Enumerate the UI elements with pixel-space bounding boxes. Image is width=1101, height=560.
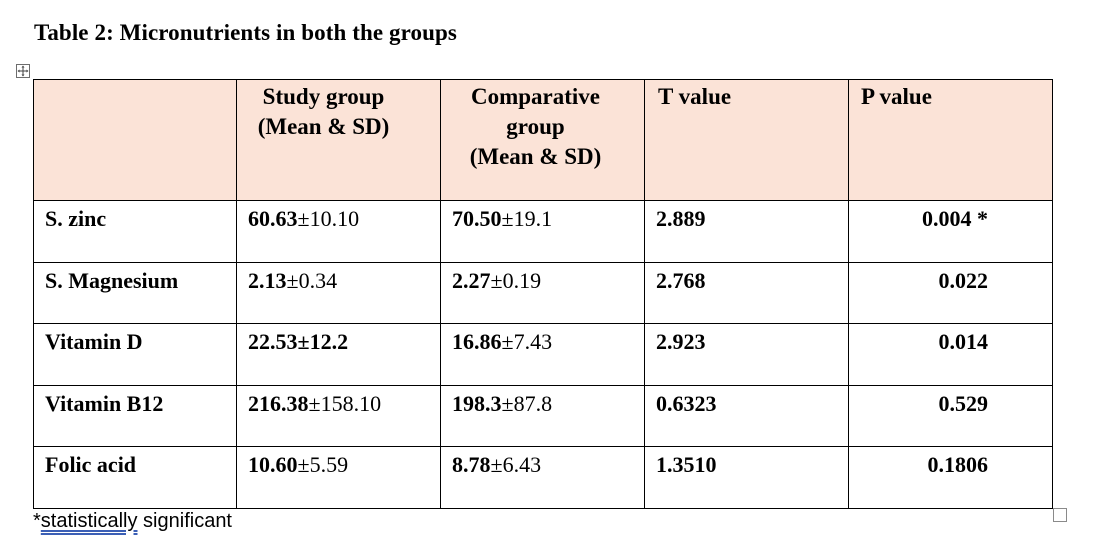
micronutrients-table: Study group (Mean & SD) Comparative grou… — [33, 79, 1053, 509]
table-resize-handle-icon[interactable] — [1053, 508, 1067, 522]
t-value: 0.6323 — [656, 390, 717, 416]
header-cell-empty[interactable] — [33, 79, 237, 201]
row-label: S. zinc — [45, 206, 107, 231]
header-line: P value — [861, 84, 932, 109]
header-line: Comparative — [470, 84, 601, 109]
header-cell-t-value[interactable]: T value — [644, 79, 849, 201]
table-header-row: Study group (Mean & SD) Comparative grou… — [33, 79, 1053, 201]
study-mean: 10.60 — [248, 452, 298, 477]
study-group-cell[interactable]: 2.13±0.34 — [236, 261, 441, 324]
header-line: group — [506, 114, 565, 139]
comp-sd: ±87.8 — [501, 390, 553, 416]
table-row: Folic acid 10.60±5.59 8.78±6.43 1.3510 0… — [33, 446, 1053, 509]
footnote-text: significant — [137, 510, 232, 532]
p-value-cell[interactable]: 0.004 * — [848, 200, 1053, 263]
comp-sd: ±19.1 — [501, 206, 553, 231]
table-row: S. Magnesium 2.13±0.34 2.27±0.19 2.768 0… — [33, 261, 1053, 324]
comp-mean: 198.3 — [452, 390, 502, 416]
comparative-group-cell[interactable]: 2.27±0.19 — [440, 261, 645, 324]
study-sd: ±12.2 — [297, 329, 349, 354]
header-line: (Mean & SD) — [257, 114, 390, 139]
row-label-cell[interactable]: Vitamin D — [33, 323, 237, 386]
header-cell-comparative-group[interactable]: Comparative group (Mean & SD) — [440, 79, 645, 201]
comp-mean: 2.27 — [452, 267, 491, 293]
header-cell-p-value[interactable]: P value — [848, 79, 1053, 201]
header-line: (Mean & SD) — [469, 144, 602, 169]
comp-mean: 70.50 — [452, 206, 502, 231]
p-value-cell[interactable]: 0.022 — [848, 261, 1053, 324]
header-line: T value — [658, 84, 732, 109]
t-value-cell[interactable]: 1.3510 — [644, 446, 849, 509]
comparative-group-cell[interactable]: 16.86±7.43 — [440, 323, 645, 386]
t-value-cell[interactable]: 2.923 — [644, 323, 849, 386]
p-value: 0.1806 — [927, 452, 989, 477]
study-group-cell[interactable]: 216.38±158.10 — [236, 384, 441, 447]
study-sd: ±10.10 — [297, 206, 360, 231]
row-label-cell[interactable]: S. zinc — [33, 200, 237, 263]
header-line: Study group — [262, 84, 385, 109]
p-value-cell[interactable]: 0.529 — [848, 384, 1053, 447]
p-value: 0.014 — [938, 329, 989, 354]
row-label: Folic acid — [45, 452, 137, 477]
t-value-cell[interactable]: 2.768 — [644, 261, 849, 324]
row-label-cell[interactable]: Vitamin B12 — [33, 384, 237, 447]
t-value: 2.889 — [656, 206, 706, 231]
table-move-handle-icon[interactable] — [16, 64, 30, 78]
table-row: Vitamin D 22.53±12.2 16.86±7.43 2.923 0.… — [33, 323, 1053, 386]
t-value-cell[interactable]: 0.6323 — [644, 384, 849, 447]
table-row: S. zinc 60.63±10.10 70.50±19.1 2.889 0.0… — [33, 200, 1053, 263]
p-value: 0.004 * — [922, 206, 988, 231]
table-footnote: *statistically significant — [33, 510, 232, 533]
t-value: 2.923 — [656, 329, 706, 354]
study-group-cell[interactable]: 60.63±10.10 — [236, 200, 441, 263]
comp-sd: ±6.43 — [490, 452, 542, 477]
comparative-group-cell[interactable]: 70.50±19.1 — [440, 200, 645, 263]
study-mean: 2.13 — [248, 267, 287, 293]
study-sd: ±0.34 — [286, 267, 338, 293]
study-mean: 216.38 — [248, 390, 309, 416]
header-cell-study-group[interactable]: Study group (Mean & SD) — [236, 79, 441, 201]
row-label: S. Magnesium — [45, 267, 179, 293]
footnote-asterisk: * — [33, 510, 41, 532]
row-label: Vitamin B12 — [45, 390, 164, 416]
p-value-cell[interactable]: 0.1806 — [848, 446, 1053, 509]
row-label: Vitamin D — [45, 329, 143, 354]
comparative-group-cell[interactable]: 198.3±87.8 — [440, 384, 645, 447]
footnote-spellcheck-word[interactable]: statistically — [40, 510, 138, 532]
comp-mean: 16.86 — [452, 329, 502, 354]
row-label-cell[interactable]: S. Magnesium — [33, 261, 237, 324]
p-value-cell[interactable]: 0.014 — [848, 323, 1053, 386]
comp-mean: 8.78 — [452, 452, 491, 477]
table-row: Vitamin B12 216.38±158.10 198.3±87.8 0.6… — [33, 384, 1053, 447]
t-value-cell[interactable]: 2.889 — [644, 200, 849, 263]
comparative-group-cell[interactable]: 8.78±6.43 — [440, 446, 645, 509]
p-value: 0.022 — [938, 267, 989, 293]
study-sd: ±158.10 — [308, 390, 382, 416]
study-sd: ±5.59 — [297, 452, 349, 477]
study-mean: 22.53 — [248, 329, 298, 354]
table-caption: Table 2: Micronutrients in both the grou… — [34, 20, 457, 45]
study-group-cell[interactable]: 10.60±5.59 — [236, 446, 441, 509]
comp-sd: ±0.19 — [490, 267, 542, 293]
comp-sd: ±7.43 — [501, 329, 553, 354]
t-value: 1.3510 — [656, 452, 717, 477]
p-value: 0.529 — [938, 390, 989, 416]
study-group-cell[interactable]: 22.53±12.2 — [236, 323, 441, 386]
t-value: 2.768 — [656, 267, 706, 293]
study-mean: 60.63 — [248, 206, 298, 231]
row-label-cell[interactable]: Folic acid — [33, 446, 237, 509]
